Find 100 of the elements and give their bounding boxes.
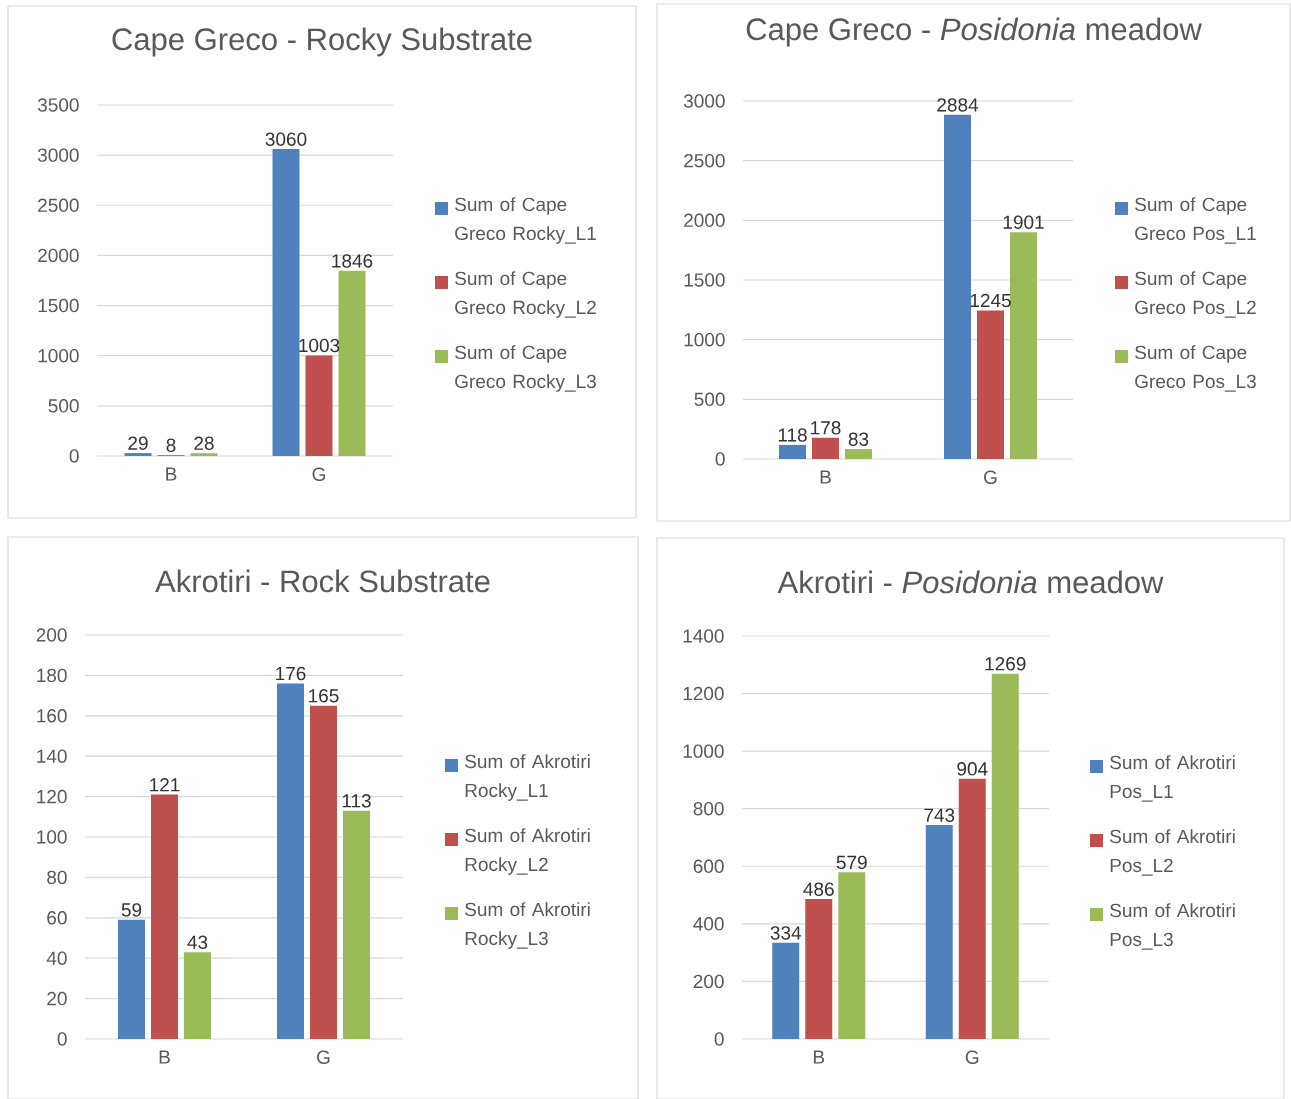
y-tick-label: 800	[693, 801, 724, 816]
y-tick-label: 160	[37, 709, 67, 723]
y-tick-label: 0	[57, 1032, 67, 1046]
y-tick-label: 3000	[683, 94, 725, 108]
y-tick-label: 0	[715, 452, 725, 466]
bar	[124, 453, 152, 456]
x-tick-label: B	[820, 470, 831, 484]
data-label: 176	[276, 666, 306, 681]
legend-label: Sum of Cape Greco Pos_L3	[1135, 345, 1256, 392]
data-label: 904	[957, 762, 988, 776]
legend-label: Sum of Cape Greco Pos_L2	[1135, 271, 1256, 318]
bar	[845, 449, 873, 459]
data-label: 3060	[265, 132, 307, 146]
data-label: 28	[194, 436, 214, 450]
y-tick-label: 200	[693, 974, 724, 989]
data-label: 2884	[937, 98, 979, 112]
data-label: 121	[150, 778, 180, 792]
bar	[991, 673, 1019, 1039]
legend-label: Sum of Akrotiri Pos_L3	[1110, 903, 1235, 950]
y-tick-label: 1200	[683, 686, 724, 701]
y-tick-label: 180	[37, 668, 67, 683]
y-tick-label: 0	[714, 1032, 724, 1046]
y-tick-label: 0	[69, 449, 79, 463]
legend-label: Sum of Cape Greco Rocky_L1	[455, 197, 596, 244]
data-label: 59	[121, 903, 142, 917]
data-label: 334	[770, 926, 802, 940]
bar	[151, 794, 178, 1039]
bar	[925, 825, 953, 1039]
data-label: 1901	[1003, 215, 1044, 229]
bar	[812, 437, 840, 459]
data-label: 83	[848, 432, 869, 446]
bar	[977, 310, 1005, 459]
y-tick-label: 1000	[38, 348, 79, 363]
y-tick-label: 3500	[37, 98, 79, 112]
data-label: 178	[811, 421, 841, 435]
y-tick-label: 200	[36, 628, 67, 642]
data-label: 579	[836, 855, 867, 870]
x-tick-label: B	[166, 467, 177, 481]
bar	[277, 683, 304, 1039]
y-tick-label: 80	[47, 870, 67, 885]
y-tick-label: 400	[693, 917, 724, 931]
bar	[805, 899, 833, 1039]
y-tick-label: 20	[47, 991, 67, 1006]
bar	[118, 919, 146, 1039]
chart-title: Akrotiri - Posidonia meadow	[777, 570, 1164, 594]
data-label: 743	[924, 808, 955, 822]
bar	[272, 149, 300, 456]
bar	[305, 355, 333, 456]
chart-title: Akrotiri - Rock Substrate	[155, 569, 490, 593]
y-tick-label: 3000	[37, 148, 79, 162]
legend-label: Sum of Cape Greco Rocky_L2	[455, 271, 596, 318]
data-label: 29	[128, 436, 148, 450]
data-label: 1269	[985, 657, 1026, 671]
y-tick-label: 1500	[684, 273, 725, 287]
y-tick-label: 1500	[38, 298, 79, 313]
bar	[310, 705, 338, 1039]
x-tick-label: G	[312, 467, 325, 481]
y-tick-label: 1000	[684, 332, 725, 347]
y-tick-label: 600	[693, 859, 724, 873]
bar	[338, 270, 366, 456]
bar	[772, 942, 800, 1039]
legend-label: Sum of Akrotiri Rocky_L1	[465, 754, 590, 801]
data-label: 118	[778, 428, 807, 442]
y-tick-label: 140	[37, 749, 67, 763]
y-tick-label: 1400	[683, 629, 724, 643]
y-tick-label: 2000	[684, 213, 725, 228]
y-tick-label: 60	[47, 911, 67, 925]
x-tick-label: G	[965, 1050, 979, 1064]
bar	[958, 778, 986, 1039]
chart-title: Cape Greco - Rocky Substrate	[112, 27, 532, 57]
x-tick-label: G	[984, 470, 997, 484]
data-label: 165	[309, 689, 339, 703]
y-tick-label: 2500	[38, 198, 79, 212]
data-label: 43	[187, 935, 208, 949]
data-label: 8	[166, 438, 176, 452]
y-tick-label: 40	[46, 951, 67, 965]
legend-label: Sum of Cape Greco Rocky_L3	[455, 345, 596, 392]
y-tick-label: 100	[37, 830, 67, 844]
y-tick-label: 2500	[684, 153, 725, 168]
x-tick-label: B	[813, 1050, 825, 1064]
data-label: 113	[342, 794, 371, 808]
bar	[1010, 232, 1038, 459]
legend-label: Sum of Cape Greco Pos_L1	[1135, 197, 1256, 244]
legend-label: Sum of Akrotiri Rocky_L3	[465, 902, 590, 949]
bar	[779, 444, 807, 459]
y-tick-label: 120	[37, 789, 67, 804]
legend-label: Sum of Akrotiri Pos_L2	[1110, 829, 1235, 876]
bar	[944, 114, 972, 459]
x-tick-label: G	[317, 1050, 330, 1064]
y-tick-label: 500	[48, 399, 79, 413]
bar	[343, 810, 370, 1039]
legend-label: Sum of Akrotiri Pos_L1	[1110, 755, 1235, 802]
legend-label: Sum of Akrotiri Rocky_L2	[465, 828, 590, 875]
y-tick-label: 500	[694, 392, 725, 407]
data-label: 1846	[332, 254, 373, 268]
bar	[184, 952, 212, 1039]
y-tick-label: 2000	[38, 248, 79, 263]
x-tick-label: B	[159, 1050, 170, 1064]
data-label: 486	[803, 882, 834, 896]
chart-title: Cape Greco - Posidonia meadow	[746, 17, 1202, 47]
